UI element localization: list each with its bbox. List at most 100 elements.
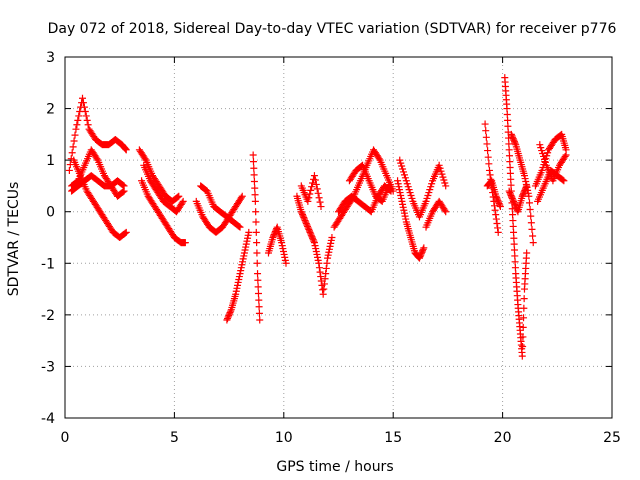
data-point — [521, 185, 529, 193]
series-arc1a — [65, 94, 130, 174]
data-point — [507, 175, 515, 183]
y-tick-label: 1 — [46, 153, 55, 169]
data-point — [400, 209, 408, 217]
data-point — [249, 151, 257, 159]
data-point — [540, 152, 548, 160]
data-point — [328, 234, 336, 241]
data-point — [440, 176, 448, 184]
data-point — [249, 158, 257, 166]
x-tick-label: 20 — [494, 430, 512, 446]
data-point — [544, 149, 552, 157]
data-point — [423, 194, 431, 202]
data-point — [527, 212, 535, 220]
data-point — [238, 261, 246, 269]
data-point — [385, 182, 393, 190]
data-point — [482, 127, 490, 135]
data-point — [525, 192, 533, 200]
series-arc8c — [536, 141, 570, 185]
data-point — [442, 182, 450, 190]
data-point — [271, 229, 279, 237]
data-point — [282, 259, 290, 267]
data-point — [256, 316, 264, 324]
data-point — [522, 178, 530, 186]
data-point — [251, 184, 259, 192]
data-point — [252, 208, 260, 216]
data-point — [310, 237, 318, 245]
data-point — [309, 234, 317, 242]
series-arc4a — [264, 223, 290, 267]
data-point — [306, 190, 314, 198]
data-point — [507, 130, 515, 138]
data-point — [121, 229, 129, 237]
data-point — [504, 122, 512, 130]
data-point — [484, 147, 492, 155]
data-point — [496, 203, 504, 211]
data-point — [541, 158, 549, 166]
data-point — [310, 172, 318, 180]
data-point — [254, 276, 262, 284]
data-point — [487, 178, 495, 186]
data-point — [327, 239, 335, 247]
data-point — [269, 234, 277, 241]
data-point — [236, 270, 244, 278]
data-point — [404, 183, 412, 191]
data-point — [270, 231, 278, 239]
data-point — [511, 200, 519, 208]
data-point — [503, 110, 511, 118]
data-point — [322, 264, 330, 272]
series-arc1d — [68, 172, 128, 195]
data-point — [401, 212, 409, 220]
data-point — [441, 206, 449, 214]
data-point — [317, 277, 325, 285]
data-point — [418, 248, 426, 256]
data-point — [278, 239, 286, 247]
data-point — [75, 112, 83, 120]
data-point — [306, 228, 314, 236]
data-point — [253, 259, 261, 267]
data-point — [297, 208, 305, 216]
data-point — [227, 307, 235, 315]
data-point — [174, 193, 182, 201]
data-point — [324, 251, 332, 259]
data-point — [519, 323, 527, 331]
data-point — [316, 198, 324, 206]
data-point — [439, 173, 447, 181]
data-point — [302, 220, 310, 228]
data-point — [400, 206, 408, 214]
data-point — [408, 194, 416, 202]
data-point — [510, 246, 518, 254]
data-point — [536, 141, 544, 149]
data-point — [302, 218, 310, 226]
data-point — [394, 177, 402, 185]
data-point — [442, 208, 450, 216]
data-point — [510, 138, 518, 146]
data-point — [305, 227, 313, 235]
data-point — [281, 256, 289, 264]
data-point — [398, 197, 406, 205]
series-arc2a — [135, 146, 183, 205]
data-point — [538, 166, 546, 174]
data-point — [322, 270, 330, 278]
data-point — [225, 310, 233, 318]
series-arc7d — [507, 130, 537, 247]
data-point — [312, 180, 320, 188]
data-point — [508, 194, 516, 202]
data-point — [307, 186, 315, 194]
data-point — [304, 224, 312, 232]
data-point — [120, 182, 128, 190]
data-point — [311, 242, 319, 250]
data-point — [280, 250, 288, 258]
data-point — [239, 258, 247, 266]
data-point — [301, 217, 309, 225]
data-point — [492, 211, 500, 219]
data-point — [485, 166, 493, 174]
data-point — [510, 234, 518, 242]
x-tick-label: 10 — [275, 430, 293, 446]
data-point — [403, 180, 411, 188]
data-point — [520, 314, 528, 322]
series-arc8a — [531, 130, 570, 190]
data-point — [540, 155, 548, 163]
series-arc3d — [249, 151, 264, 324]
data-point — [121, 144, 129, 152]
series-arc6c — [422, 197, 450, 231]
